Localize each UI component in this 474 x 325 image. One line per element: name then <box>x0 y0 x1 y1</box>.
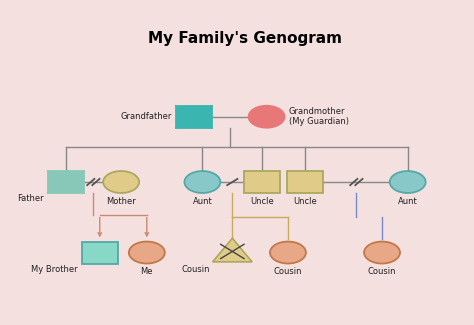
Ellipse shape <box>129 241 165 264</box>
Ellipse shape <box>184 171 220 193</box>
Text: Aunt: Aunt <box>398 197 418 206</box>
Text: Cousin: Cousin <box>273 267 302 277</box>
Text: Cousin: Cousin <box>368 267 396 277</box>
Bar <box>244 171 280 193</box>
Text: Cousin: Cousin <box>182 265 210 274</box>
Ellipse shape <box>103 171 139 193</box>
Bar <box>176 106 212 128</box>
Text: Father: Father <box>17 194 43 203</box>
Text: Me: Me <box>141 267 153 277</box>
Text: Mother: Mother <box>106 197 136 206</box>
Title: My Family's Genogram: My Family's Genogram <box>148 31 342 46</box>
Bar <box>287 171 323 193</box>
Bar <box>47 171 83 193</box>
Polygon shape <box>212 238 252 262</box>
Text: My Brother: My Brother <box>31 265 78 274</box>
Text: Uncle: Uncle <box>250 197 274 206</box>
Ellipse shape <box>248 106 284 128</box>
Text: Grandfather: Grandfather <box>120 112 172 121</box>
Bar <box>82 241 118 264</box>
Ellipse shape <box>390 171 426 193</box>
Text: Uncle: Uncle <box>293 197 317 206</box>
Ellipse shape <box>270 241 306 264</box>
Text: Grandmother
(My Guardian): Grandmother (My Guardian) <box>289 107 349 126</box>
Text: Aunt: Aunt <box>192 197 212 206</box>
Ellipse shape <box>364 241 400 264</box>
